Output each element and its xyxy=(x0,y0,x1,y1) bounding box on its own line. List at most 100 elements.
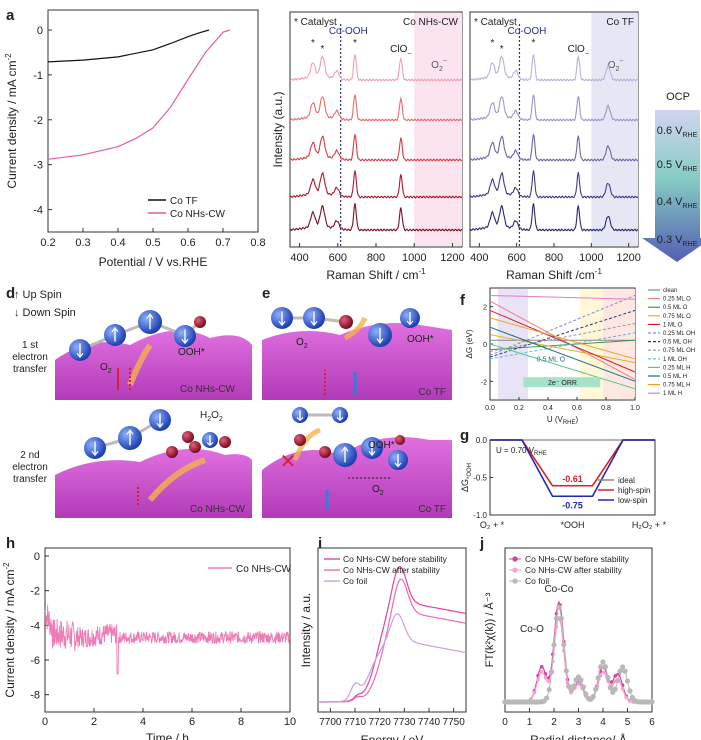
free-energy-line xyxy=(489,334,636,364)
x-axis-label: Energy / eV xyxy=(361,733,424,740)
oxygen-atom xyxy=(319,446,331,458)
y-tick-label: -0.5 xyxy=(473,474,487,483)
down-spin-label: ↓ Down Spin xyxy=(14,307,76,319)
panel-letter: j xyxy=(479,535,484,552)
raman-spectrum xyxy=(469,94,639,122)
y-axis-label: ΔG (eV) xyxy=(465,329,474,358)
ooh-label: OOH* xyxy=(368,440,395,451)
panel-letter: c xyxy=(448,0,456,4)
x-axis-label: Radial distance/ Å xyxy=(530,732,627,740)
y-tick-label: 0 xyxy=(37,25,43,37)
x-tick-label: 7740 xyxy=(418,717,441,728)
x-tick-label: 0.6 xyxy=(180,237,195,249)
arrowhead xyxy=(76,352,84,359)
arrowhead xyxy=(278,320,286,327)
sample-label: Co NHs-CW xyxy=(190,504,246,515)
y-tick-label: -2 xyxy=(30,586,40,598)
arrowhead xyxy=(181,338,189,345)
panel-letter: g xyxy=(460,427,469,444)
x-tick-label: 1200 xyxy=(440,252,464,264)
raman-spectrum xyxy=(289,203,463,232)
legend-label: Co NHs-CW xyxy=(236,564,292,575)
y-tick-label: -4 xyxy=(33,205,43,217)
text-span: 2 xyxy=(304,343,308,350)
y-axis-label: Current density / mA cm-2 xyxy=(2,562,17,698)
x-tick-label: 7720 xyxy=(369,717,392,728)
panel-letter: b xyxy=(260,0,269,4)
x-tick-label: 0.5 xyxy=(145,237,160,249)
y-tick-label: -6 xyxy=(30,655,40,667)
y-tick-label: -8 xyxy=(30,690,40,702)
x-tick-label: 2 xyxy=(91,716,97,728)
text-span: -2 xyxy=(4,53,13,61)
up-spin-label: ↑ Up Spin xyxy=(14,289,62,301)
text-span: O xyxy=(211,410,219,421)
x-axis-label: U (VRHE) xyxy=(547,415,579,426)
text-span: 2 xyxy=(207,416,211,423)
x-axis-label: Raman Shift / cm-1 xyxy=(326,267,426,282)
catalyst-star: * xyxy=(311,38,315,49)
panel-letter: i xyxy=(318,535,322,552)
ooh-label: OOH* xyxy=(407,334,434,345)
category-label: O₂ + * xyxy=(480,520,505,530)
x-tick-label: 8 xyxy=(238,716,244,728)
ft-exafs-curve xyxy=(505,600,652,703)
text-span: RHE xyxy=(682,132,697,139)
arrowhead xyxy=(341,446,349,452)
o2-label: O2 xyxy=(372,484,384,497)
legend-label: 0.25 ML OH xyxy=(663,331,695,337)
free-energy-line xyxy=(489,294,636,300)
shaded-region xyxy=(579,289,604,399)
co-ooh-label: Co-OOH xyxy=(329,26,368,37)
arrowhead xyxy=(146,313,154,319)
x-tick-label: 0.8 xyxy=(250,237,265,249)
x-tick-label: 0.0 xyxy=(485,405,495,412)
free-energy-line xyxy=(489,300,636,380)
text-span: − xyxy=(585,51,589,58)
text-span: RHE xyxy=(682,241,697,248)
legend-label: Co NHs-CW before stability xyxy=(343,554,448,564)
oxygen-atom xyxy=(189,441,201,453)
x-tick-label: 1000 xyxy=(579,252,603,264)
x-tick-label: 6 xyxy=(649,717,655,728)
text-span: 2 xyxy=(380,490,384,497)
text-span: 2 xyxy=(108,368,112,375)
x-axis-label: Raman Shift /cm-1 xyxy=(506,267,602,282)
x-tick-label: 4 xyxy=(140,716,146,728)
text-span: RHE xyxy=(682,203,697,210)
catalyst-star: * xyxy=(321,44,325,55)
x-tick-label: 3 xyxy=(576,717,582,728)
value-label: -0.61 xyxy=(562,474,583,484)
text-span: 2 xyxy=(439,66,443,73)
raman-spectrum xyxy=(289,134,463,162)
y-axis-label: Intensity / a.u. xyxy=(299,593,313,668)
raman-spectrum xyxy=(469,134,639,162)
step-label: 2 nd xyxy=(20,450,39,461)
xanes-curve xyxy=(318,613,467,703)
x-tick-label: 800 xyxy=(545,252,563,264)
oxygen-atom xyxy=(182,431,194,443)
text-span: -1 xyxy=(595,267,603,276)
condition-label: U = 0.70 VRHE xyxy=(496,446,547,457)
series-line-co-nhs-cw xyxy=(47,29,231,160)
free-energy-line xyxy=(489,309,636,358)
raman-spectrum xyxy=(289,170,463,199)
raman-spectrum xyxy=(469,203,639,232)
ft-exafs-curve xyxy=(505,605,652,703)
raman-spectrum xyxy=(469,170,639,199)
o2-region xyxy=(591,13,638,246)
y-tick-label: -2 xyxy=(33,115,43,127)
legend-label: Co NHs-CW after stability xyxy=(525,565,623,575)
legend-label: 0.5 ML H xyxy=(663,374,687,380)
arrowhead xyxy=(394,462,402,468)
text-span: *OOH xyxy=(467,463,473,479)
orr-label: 2e⁻ ORR xyxy=(548,380,577,387)
text-span: RHE xyxy=(534,451,547,457)
legend-label: 0.75 ML OH xyxy=(663,348,695,354)
x-tick-label: 0 xyxy=(502,717,508,728)
legend-label: Co foil xyxy=(525,576,549,586)
clo4-label: ClO− xyxy=(390,44,411,58)
legend-label: 0.25 ML O xyxy=(663,297,691,303)
axes-frame xyxy=(317,547,467,713)
